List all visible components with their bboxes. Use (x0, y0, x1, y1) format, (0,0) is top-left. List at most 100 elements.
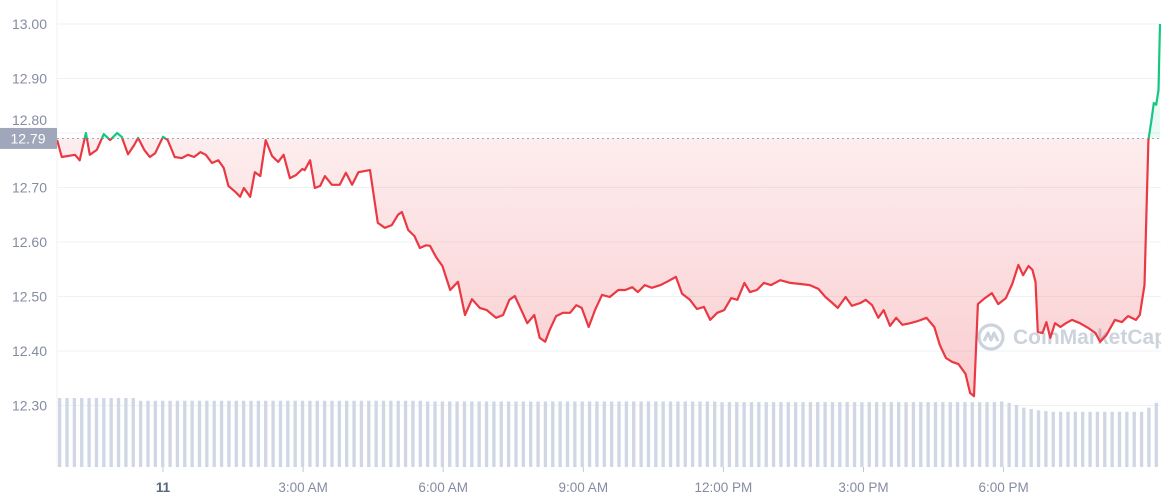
volume-bar (1125, 411, 1129, 467)
volume-bar (219, 400, 224, 467)
volume-bar (1088, 411, 1092, 467)
y-tick-label: 12.70 (12, 180, 47, 196)
volume-bar (138, 400, 143, 467)
volume-bar (1110, 411, 1114, 467)
y-tick-label: 12.30 (12, 398, 47, 414)
x-tick-label: 6:00 PM (978, 480, 1028, 495)
volume-bar (396, 400, 400, 467)
y-tick-label: 12.50 (12, 289, 47, 305)
volume-bar (1154, 402, 1158, 467)
x-tick-label: 12:00 PM (695, 480, 753, 495)
volume-bar (345, 400, 349, 467)
volume-bar (838, 402, 842, 467)
x-tick-label: 3:00 PM (838, 480, 888, 495)
volume-bar (801, 402, 805, 467)
volume-bar (1051, 411, 1055, 467)
volume-bar (411, 400, 415, 467)
volume-bar (1095, 411, 1100, 467)
volume-bar (322, 400, 327, 467)
volume-bar (367, 400, 371, 467)
volume-bar (80, 398, 84, 467)
volume-bar (1007, 402, 1011, 467)
volume-bar (286, 400, 290, 467)
volume-bar (153, 400, 157, 467)
volume-bar (985, 402, 989, 467)
volume-bars (58, 398, 1158, 467)
volume-bar (602, 401, 606, 467)
volume-bar (764, 402, 768, 467)
volume-bar (58, 398, 62, 467)
volume-bar (124, 398, 128, 467)
volume-bar (705, 401, 709, 467)
volume-bar (116, 398, 121, 467)
volume-bar (970, 402, 974, 467)
volume-bar (1000, 401, 1004, 467)
x-tick-label: 11 (156, 480, 171, 495)
volume-bar (860, 402, 864, 467)
volume-bar (175, 400, 180, 467)
volume-bar (610, 401, 614, 467)
volume-bar (264, 400, 268, 467)
x-tick-label: 9:00 AM (559, 480, 609, 495)
volume-bar (455, 401, 459, 467)
volume-bar (926, 402, 930, 467)
volume-bar (197, 400, 202, 467)
volume-bar (440, 401, 445, 467)
volume-bar (168, 400, 172, 467)
volume-bar (470, 401, 474, 467)
y-axis: 13.00 12.90 12.80 12.70 12.60 12.50 12.40 12.30 (12, 16, 47, 414)
volume-bar (1081, 411, 1085, 467)
volume-bar (1117, 411, 1122, 467)
volume-bar (830, 402, 835, 467)
volume-bar (639, 401, 643, 467)
y-tick-label: 12.60 (12, 234, 47, 250)
volume-bar (381, 400, 386, 467)
volume-bar (359, 400, 364, 467)
volume-bar (904, 402, 908, 467)
volume-bar (183, 400, 187, 467)
y-tick-label: 12.90 (12, 71, 47, 87)
volume-bar (514, 401, 518, 467)
volume-bar (102, 398, 106, 467)
volume-bar (646, 401, 651, 467)
volume-bar (955, 402, 960, 467)
volume-bar (308, 400, 312, 467)
volume-bar (403, 400, 408, 467)
volume-bar (227, 400, 231, 467)
y-tick-label: 13.00 (12, 16, 47, 32)
volume-bar (87, 398, 91, 467)
volume-bar (94, 398, 99, 467)
volume-bar (72, 398, 77, 467)
volume-bar (668, 401, 673, 467)
volume-bar (1014, 404, 1019, 467)
volume-bar (963, 402, 967, 467)
volume-bar (823, 402, 827, 467)
price-area-below (57, 138, 1160, 397)
volume-bar (271, 400, 275, 467)
volume-bar (1058, 411, 1063, 467)
volume-bar (617, 401, 621, 467)
volume-bar (654, 401, 658, 467)
volume-bar (330, 400, 334, 467)
volume-bar (249, 400, 253, 467)
volume-bar (521, 401, 525, 467)
x-tick-label: 3:00 AM (278, 480, 328, 495)
volume-bar (580, 401, 584, 467)
volume-bar (595, 401, 599, 467)
volume-bar (720, 402, 724, 467)
volume-bar (484, 401, 489, 467)
volume-bar (315, 400, 319, 467)
volume-bar (698, 401, 702, 467)
volume-bar (808, 402, 813, 467)
volume-bar (573, 401, 577, 467)
watermark: CoinMarketCap (977, 323, 1161, 351)
volume-bar (852, 402, 857, 467)
volume-bar (779, 402, 783, 467)
y-tick-label: 12.80 (12, 112, 47, 128)
volume-bar (543, 401, 548, 467)
volume-bar (794, 402, 798, 467)
volume-bar (713, 401, 717, 467)
volume-bar (448, 401, 452, 467)
volume-bar (757, 402, 761, 467)
